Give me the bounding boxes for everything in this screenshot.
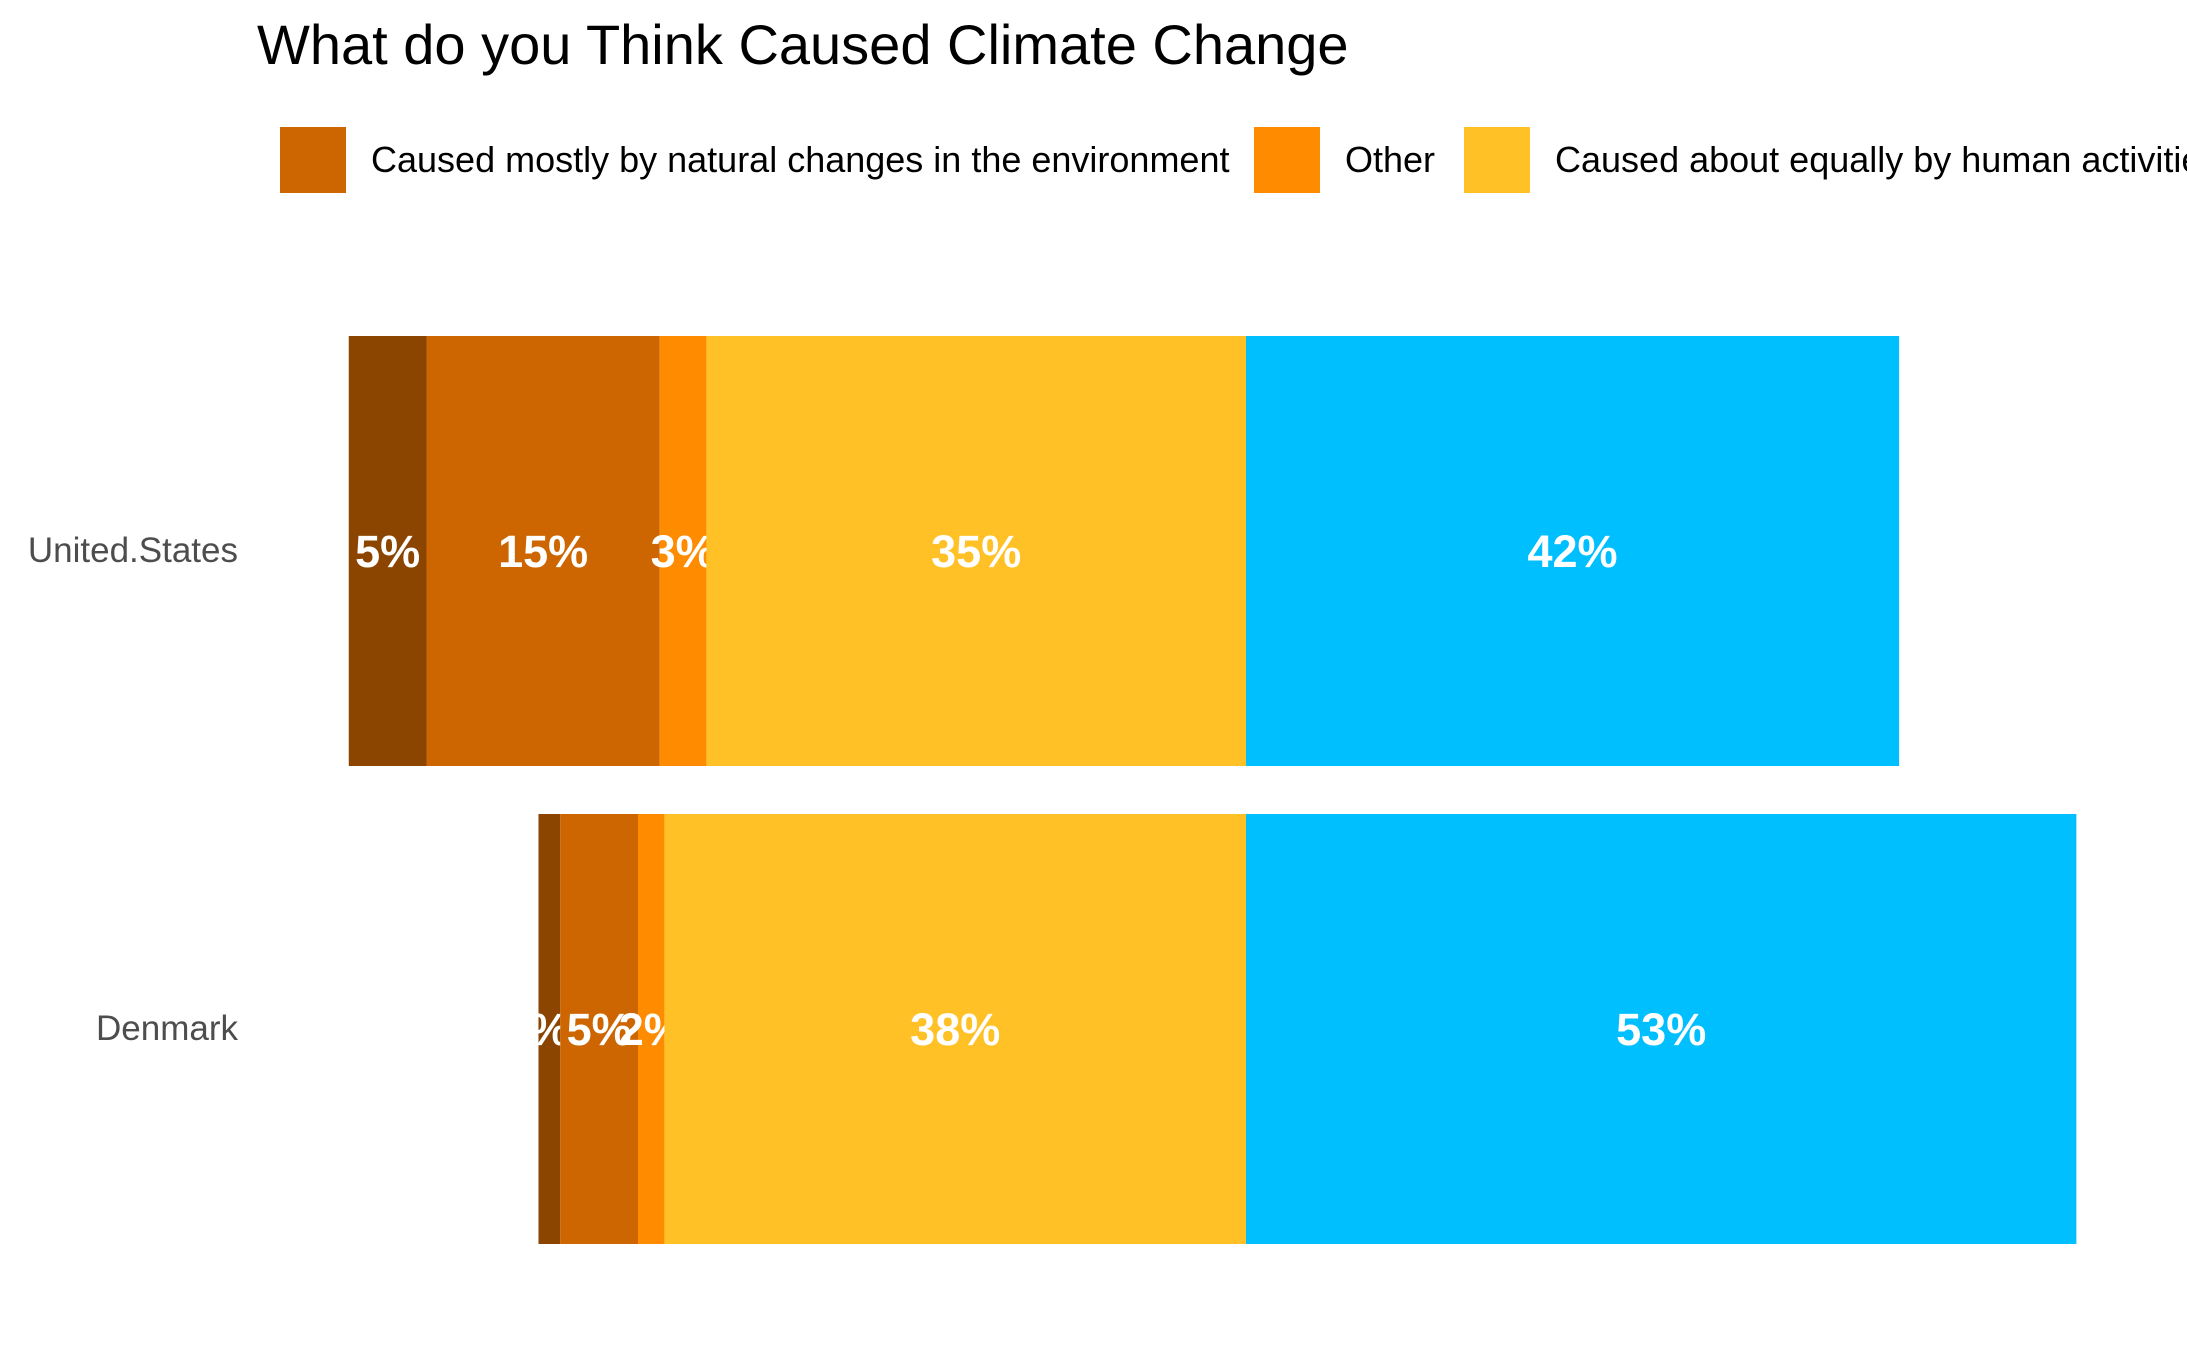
data-label-united-states-isnt-happening: 5% — [355, 526, 420, 577]
y-tick-label-united-states: United.States — [27, 531, 238, 570]
bar-united-states-equal — [706, 336, 1246, 766]
bar-united-states-isnt-happening — [348, 336, 427, 766]
legend-label-other: Other — [1345, 139, 1436, 180]
data-label-united-states-natural: 15% — [498, 526, 588, 577]
bar-denmark-human — [1246, 814, 2077, 1244]
bar-denmark-natural — [560, 814, 638, 1244]
data-label-united-states-equal: 35% — [931, 526, 1021, 577]
legend-swatch-other — [1254, 127, 1320, 193]
data-label-united-states-other: 3% — [651, 526, 716, 577]
data-label-denmark-human: 53% — [1616, 1004, 1706, 1055]
bar-united-states-other — [659, 336, 707, 766]
bar-united-states-human — [1246, 336, 1900, 766]
legend-label-natural: Caused mostly by natural changes in the … — [371, 139, 1230, 180]
legend-label-equal: Caused about equally by human activities… — [1555, 139, 2187, 180]
bar-denmark-isnt-happening — [538, 814, 561, 1244]
bar-denmark-equal — [664, 814, 1246, 1244]
data-label-united-states-human: 42% — [1528, 526, 1618, 577]
y-tick-label-denmark: Denmark — [96, 1009, 238, 1048]
data-label-denmark-natural: 5% — [567, 1004, 632, 1055]
bar-denmark-other — [637, 814, 665, 1244]
legend-swatch-equal — [1464, 127, 1530, 193]
bar-united-states-natural — [426, 336, 660, 766]
legend-swatch-natural — [280, 127, 346, 193]
data-label-denmark-equal: 38% — [910, 1004, 1000, 1055]
chart-title: What do you Think Caused Climate Change — [257, 13, 1349, 76]
